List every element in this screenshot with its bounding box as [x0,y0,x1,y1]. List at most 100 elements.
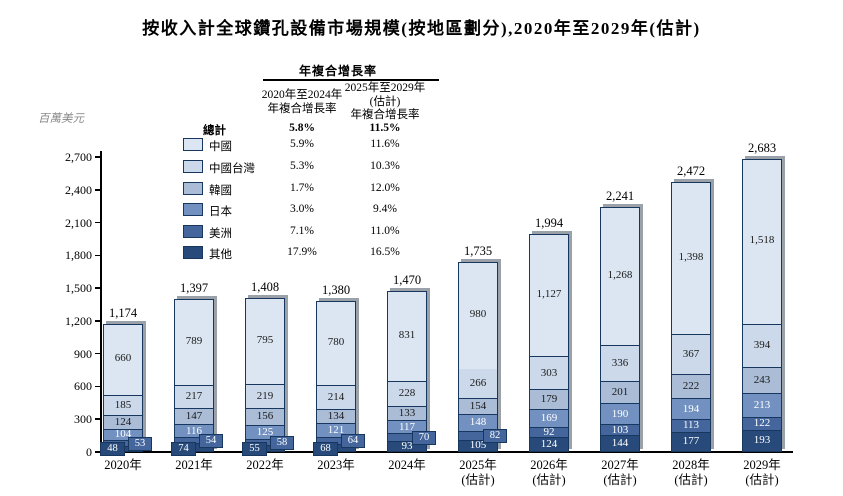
segment-value-callout-美洲: 82 [483,429,507,444]
x-tick-label-line: 2026年 [530,458,568,472]
segment-value-label: 179 [540,393,558,406]
legend-row-label: 美洲 [209,227,232,240]
bar-segment-韓國: 147 [175,408,213,425]
y-tick-mark [95,385,100,388]
x-tick-label-line: 2028年 [672,458,710,472]
segment-value-label: 190 [611,407,629,420]
cagr-value-2020-2024: 7.1% [290,224,314,237]
segment-value-callout-其他: 48 [100,442,125,456]
bar-total-label: 1,397 [179,281,209,296]
bar-total-label: 1,380 [321,283,351,298]
bar-total-label: 2,241 [605,189,635,204]
x-tick-label: 2026年 (估計) [513,458,585,488]
bar-segment-中國: 1,268 [601,208,639,345]
x-tick-label-line: 2025年 [459,458,497,472]
segment-value-label: 185 [114,398,132,411]
bar-segment-日本: 194 [672,398,710,420]
bar-segment-中國: 789 [175,300,213,385]
cagr-value-2025-2029: 11.0% [370,224,400,237]
y-axis-unit-label: 百萬美元 [38,113,84,125]
cagr-value-2020-2024: 3.0% [290,203,314,215]
bar-segment-中國: 1,398 [672,183,710,334]
segment-value-label: 148 [469,416,487,429]
segment-value-callout-其他: 55 [242,442,267,456]
bar-segment-韓國: 201 [601,381,639,404]
bar-segment-其他: 193 [743,429,781,451]
legend-row-label: 總計 [203,125,226,137]
x-tick-label-line: 2020年 [104,458,142,472]
bar-2020年: 104 124 185 660 [103,323,143,452]
segment-value-label: 147 [185,410,203,423]
bar-segment-其他: 124 [530,437,568,451]
x-tick-label: 2027年 (估計) [584,458,656,488]
bar-segment-中國: 780 [317,302,355,386]
x-tick-label-line: 2022年 [246,458,284,472]
cagr-col1-header-line: 年複合增長率 [267,102,337,115]
y-axis-line [100,151,102,452]
segment-value-label: 367 [682,347,700,360]
bar-segment-美洲 [175,437,213,443]
bar-segment-美洲 [317,436,355,444]
segment-value-label: 177 [682,435,700,448]
segment-value-callout-其他: 68 [313,442,338,456]
bar-segment-美洲 [459,430,497,440]
segment-value-label: 133 [398,407,416,420]
y-tick-mark [95,451,100,453]
segment-value-label: 789 [185,334,203,347]
x-axis-line [100,451,793,453]
segment-value-label: 1,398 [678,250,704,263]
y-tick-mark [95,156,100,158]
bar-segment-中國台灣: 303 [530,356,568,390]
bar-segment-韓國: 154 [459,397,497,415]
cagr-value-2020-2024: 5.8% [289,122,315,134]
segment-value-callout-美洲: 58 [270,435,294,450]
bar-segment-中國台灣: 394 [743,323,781,367]
legend-row-label: 中國 [209,141,232,153]
segment-value-label: 780 [327,336,345,349]
legend-row-label: 日本 [209,206,232,218]
bar-segment-美洲 [246,438,284,445]
y-tick-mark [95,221,100,224]
cagr-value-2020-2024: 17.9% [287,246,317,258]
y-tick-mark [95,352,100,355]
bar-2025年: 105 148 154 266 980 [458,262,498,452]
bar-segment-美洲: 103 [601,424,639,436]
bar-segment-其他: 93 [388,440,426,451]
segment-value-callout-美洲: 53 [128,436,152,451]
bar-segment-美洲: 113 [672,419,710,432]
x-tick-label-line: 2023年 [317,458,355,472]
segment-value-label: 243 [753,374,771,386]
cagr-col2-header: 2025年至2029年 (估計) 年複合增長率 [315,82,455,123]
x-tick-label-line: 2021年 [175,458,213,472]
bar-segment-中國: 795 [246,299,284,385]
segment-value-label: 1,268 [607,268,633,281]
y-tick-label: 1,500 [65,281,92,296]
legend-swatch [183,246,203,259]
segment-value-label: 980 [469,308,487,321]
bar-2022年: 125 156 219 795 [245,298,285,452]
bar-segment-韓國: 222 [672,373,710,399]
bar-segment-日本: 125 [246,424,284,439]
cagr-value-2025-2029: 11.5% [369,122,401,134]
segment-value-label: 214 [327,391,345,404]
bar-segment-韓國: 124 [104,415,142,429]
bar-segment-其他: 144 [601,435,639,451]
segment-value-label: 154 [469,399,487,412]
cagr-col2-header-line: 2025年至2029年 [344,82,426,94]
bar-2021年: 116 147 217 789 [174,299,214,452]
x-tick-label: 2028年 (估計) [655,458,727,488]
segment-value-label: 201 [611,386,629,399]
bar-total-label: 1,735 [463,244,493,259]
cagr-value-2020-2024: 5.3% [290,160,314,172]
bar-segment-中國台灣: 336 [601,344,639,382]
bar-segment-日本: 213 [743,393,781,417]
x-tick-label: 2024年 [371,458,443,473]
bar-segment-中國台灣: 219 [246,384,284,408]
y-tick-label: 0 [86,445,92,459]
x-tick-label-line: (估計) [745,473,779,487]
bar-segment-韓國: 156 [246,407,284,425]
x-tick-label-line: (估計) [532,473,566,487]
bar-segment-中國台灣: 185 [104,394,142,416]
cagr-col2-header-line: 年複合增長率 [350,109,420,121]
